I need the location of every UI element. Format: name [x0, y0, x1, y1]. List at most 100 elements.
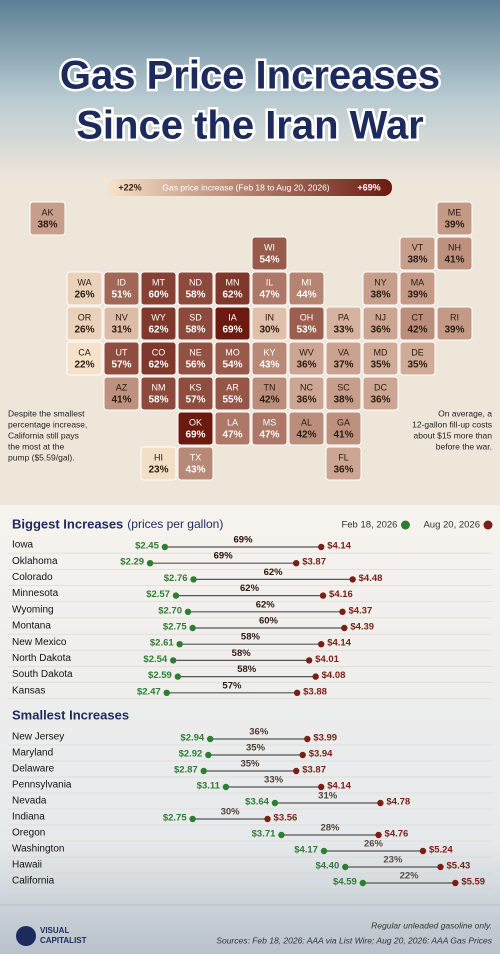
value-start: $2.59	[148, 670, 172, 681]
value-start: $4.17	[294, 845, 318, 856]
state-value: 38%	[37, 220, 57, 231]
state-label: IA	[228, 312, 237, 322]
increase-label: 35%	[246, 743, 266, 754]
legend-gradient	[108, 179, 392, 196]
header-background	[0, 0, 500, 180]
state-value: 62%	[222, 290, 242, 301]
chart-subtitle: (prices per gallon)	[127, 517, 223, 531]
state-tile	[140, 341, 177, 376]
state-tile	[362, 376, 399, 411]
state-label: NY	[374, 277, 387, 287]
increase-label: 22%	[400, 871, 420, 882]
state-tile	[103, 271, 140, 306]
state-tile	[325, 411, 362, 446]
dot-start	[271, 799, 279, 807]
state-tile	[66, 271, 103, 306]
state-label: CO	[152, 347, 166, 357]
value-start: $2.75	[163, 813, 187, 824]
dot-start	[161, 543, 169, 551]
note-line: California still pays	[8, 430, 79, 440]
state-value: 39%	[444, 325, 464, 336]
dot-start	[189, 624, 196, 632]
state-label: VA	[338, 347, 349, 357]
value-end: $3.94	[309, 749, 333, 760]
state-label: LA	[227, 417, 238, 427]
value-end: $5.43	[447, 861, 471, 872]
state-value: 26%	[74, 290, 94, 301]
state-value: 69%	[185, 430, 205, 441]
legend: +22% Gas price increase (Feb 18 to Aug 2…	[108, 179, 392, 196]
state-label: KY	[263, 347, 275, 357]
note-line: 12-gallon fill-up costs	[412, 419, 492, 429]
state-label: NC	[300, 382, 313, 392]
state-value: 58%	[185, 325, 205, 336]
state-value: 41%	[111, 395, 131, 406]
state-tile	[214, 341, 251, 376]
state-tile	[177, 306, 214, 341]
charts: Biggest Increases (prices per gallon) Aug …	[8, 516, 493, 890]
state-label: MI	[302, 277, 312, 287]
legend-label: Aug 20, 2026	[423, 520, 480, 531]
value-start: $2.54	[143, 654, 167, 665]
state-label: MD	[374, 347, 388, 357]
state-label: AR	[226, 382, 239, 392]
state-label: SD	[189, 312, 202, 322]
state-label: TX	[190, 452, 202, 462]
increase-label: 69%	[234, 535, 254, 546]
state-tile	[177, 271, 214, 306]
state-label: NE	[189, 347, 202, 357]
chart-title: Biggest Increases	[12, 516, 123, 531]
dot-end	[319, 592, 327, 599]
state-value: 60%	[148, 290, 168, 301]
category-label: Washington	[12, 844, 64, 855]
dot-end	[349, 576, 356, 583]
value-start: $2.57	[146, 589, 170, 600]
dot-start	[205, 751, 212, 759]
dot-end	[264, 815, 271, 823]
state-value: 36%	[296, 395, 316, 406]
state-value: 55%	[222, 395, 242, 406]
state-label: DC	[374, 382, 387, 392]
value-end: $3.88	[303, 686, 327, 697]
state-tile	[251, 271, 288, 306]
legend-max: +69%	[357, 182, 380, 192]
note-line: pump ($5.59/gal).	[8, 452, 75, 462]
value-end: $3.56	[274, 813, 298, 824]
title-line: Since the Iran War	[76, 104, 424, 148]
title-line: Gas Price Increases	[60, 54, 440, 98]
category-label: Colorado	[12, 572, 53, 583]
dot-start	[200, 767, 207, 775]
increase-label: 23%	[383, 855, 403, 866]
note-line: before the war.	[436, 441, 492, 451]
increase-label: 58%	[232, 648, 252, 659]
state-label: OK	[189, 417, 202, 427]
dot-start	[172, 592, 180, 599]
state-label: UT	[116, 347, 128, 357]
state-value: 22%	[74, 360, 94, 371]
category-label: Pennsylvania	[12, 780, 72, 791]
dot-start	[278, 831, 285, 839]
state-tile	[177, 411, 214, 446]
logo-text: VISUAL	[40, 926, 69, 935]
value-end: $3.87	[302, 557, 326, 568]
increase-label: 26%	[364, 839, 384, 850]
state-value: 38%	[407, 255, 427, 266]
increase-label: 69%	[214, 551, 234, 562]
state-label: CA	[78, 347, 91, 357]
legend-dot	[483, 520, 493, 530]
state-label: AL	[301, 417, 312, 427]
state-label: NV	[115, 312, 128, 322]
state-tile	[177, 341, 214, 376]
dot-start	[222, 783, 230, 791]
state-tile	[214, 411, 251, 446]
state-label: HI	[154, 452, 163, 462]
increase-label: 58%	[241, 632, 261, 643]
state-tile	[140, 446, 177, 481]
value-start: $2.61	[150, 638, 174, 649]
state-tile	[325, 446, 362, 481]
state-tile	[103, 341, 140, 376]
state-value: 31%	[111, 325, 131, 336]
category-label: Delaware	[12, 764, 55, 775]
state-label: MA	[411, 277, 425, 287]
